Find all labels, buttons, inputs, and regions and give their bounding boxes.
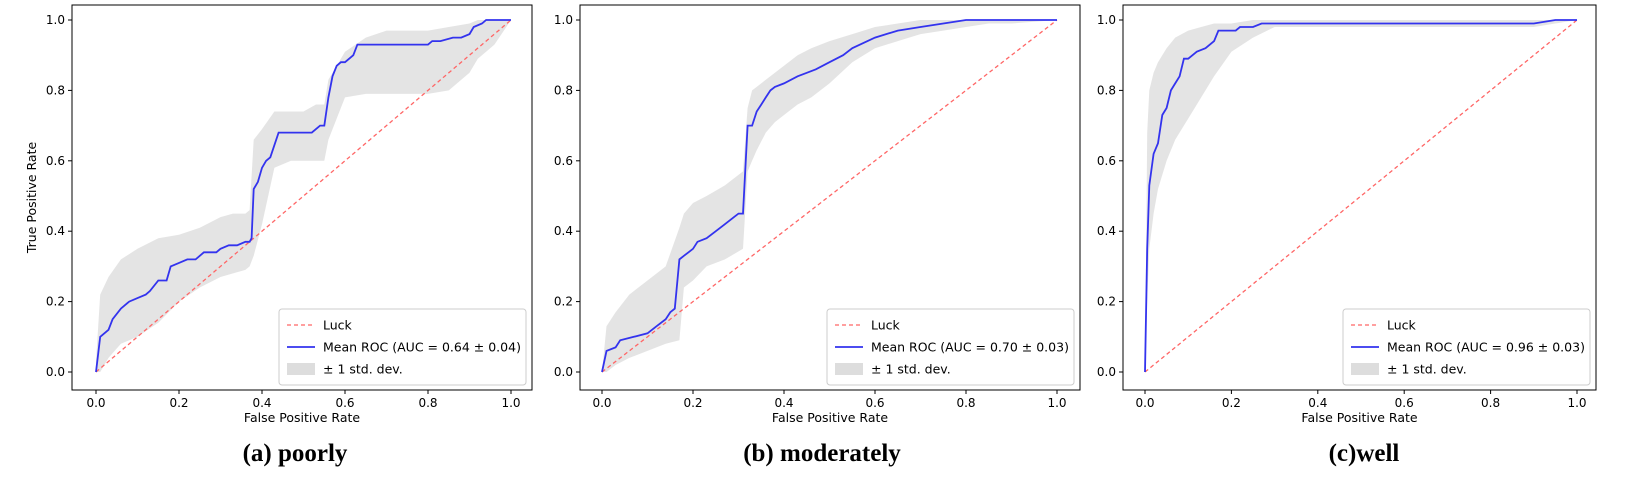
legend: Luck Mean ROC (AUC = 0.70 ± 0.03) ± 1 std.… bbox=[826, 308, 1075, 386]
y-tick-label: 0.2 bbox=[46, 295, 65, 309]
axes-frame bbox=[579, 4, 1081, 391]
legend-label: ± 1 std. dev. bbox=[1387, 362, 1467, 377]
x-tick-label: 0.2 bbox=[683, 396, 702, 410]
luck-line bbox=[601, 19, 1058, 373]
x-axis-label: False Positive Rate bbox=[1301, 410, 1417, 425]
legend-band-swatch bbox=[1351, 363, 1379, 375]
y-tick-label: 0.8 bbox=[554, 83, 573, 97]
x-tick-label: 1.0 bbox=[1047, 396, 1066, 410]
y-tick-label: 0.6 bbox=[46, 154, 65, 168]
legend-label: Luck bbox=[871, 318, 901, 333]
y-tick-label: 0.4 bbox=[1097, 224, 1116, 238]
x-tick-label: 0.0 bbox=[1135, 396, 1154, 410]
legend-band-swatch bbox=[835, 363, 863, 375]
legend-label: ± 1 std. dev. bbox=[323, 362, 403, 377]
x-tick-label: 0.4 bbox=[252, 396, 271, 410]
legend-label: Luck bbox=[1387, 318, 1417, 333]
chart-panel-2: 0.0 0.2 0.4 0.6 0.8 1.0 0.0 0.2 0.4 0.6 0.8 1.0 Fals… bbox=[554, 4, 1081, 467]
y-tick-label: 0.6 bbox=[554, 154, 573, 168]
legend: Luck Mean ROC (AUC = 0.64 ± 0.04) ± 1 std.… bbox=[278, 308, 527, 386]
axes-frame bbox=[71, 4, 533, 391]
panel-caption: (a) poorly bbox=[243, 440, 348, 467]
y-tick-label: 0.4 bbox=[554, 224, 573, 238]
x-axis-label: False Positive Rate bbox=[244, 410, 360, 425]
y-tick-label: 1.0 bbox=[1097, 13, 1116, 27]
x-tick-label: 1.0 bbox=[1567, 396, 1586, 410]
legend-label: Mean ROC (AUC = 0.70 ± 0.03) bbox=[871, 340, 1069, 355]
legend-box bbox=[1342, 308, 1591, 386]
x-tick-label: 0.8 bbox=[1481, 396, 1500, 410]
x-tick-label: 0.6 bbox=[865, 396, 884, 410]
x-tick-label: 0.4 bbox=[1308, 396, 1327, 410]
legend: Luck Mean ROC (AUC = 0.96 ± 0.03) ± 1 std.… bbox=[1342, 308, 1591, 386]
x-tick-label: 0.8 bbox=[418, 396, 437, 410]
x-axis-label: False Positive Rate bbox=[772, 410, 888, 425]
y-tick-label: 0.0 bbox=[554, 365, 573, 379]
legend-box bbox=[278, 308, 527, 386]
y-tick-label: 0.0 bbox=[46, 365, 65, 379]
mean-roc-line bbox=[601, 19, 1057, 373]
x-tick-label: 1.0 bbox=[501, 396, 520, 410]
y-tick-label: 0.8 bbox=[1097, 83, 1116, 97]
legend-band-swatch bbox=[287, 363, 315, 375]
y-axis-label: True Positive Rate bbox=[24, 142, 39, 255]
x-tick-label: 0.4 bbox=[774, 396, 793, 410]
luck-line bbox=[1144, 19, 1578, 373]
y-tick-label: 0.4 bbox=[46, 224, 65, 238]
y-tick-label: 0.2 bbox=[1097, 295, 1116, 309]
mean-roc-line bbox=[1144, 19, 1577, 373]
y-tick-label: 0.2 bbox=[554, 295, 573, 309]
chart-panel-3: 0.0 0.2 0.4 0.6 0.8 1.0 0.0 0.2 0.4 0.6 0.8 1.0 Fals… bbox=[1097, 4, 1597, 467]
x-tick-label: 0.6 bbox=[1395, 396, 1414, 410]
legend-label: Luck bbox=[323, 318, 353, 333]
y-tick-label: 1.0 bbox=[554, 13, 573, 27]
std-dev-band bbox=[1145, 20, 1577, 372]
x-tick-label: 0.8 bbox=[956, 396, 975, 410]
legend-box bbox=[826, 308, 1075, 386]
x-tick-label: 0.2 bbox=[1222, 396, 1241, 410]
panel-caption: (b) moderately bbox=[743, 440, 901, 467]
y-tick-label: 0.0 bbox=[1097, 365, 1116, 379]
legend-label: ± 1 std. dev. bbox=[871, 362, 951, 377]
chart-panel-1: 0.0 0.2 0.4 0.6 0.8 1.0 0.0 0.2 0.4 0.6 0.8 1.0 Fals… bbox=[24, 4, 533, 467]
x-tick-label: 0.0 bbox=[592, 396, 611, 410]
legend-label: Mean ROC (AUC = 0.96 ± 0.03) bbox=[1387, 340, 1585, 355]
axes-frame bbox=[1122, 4, 1597, 391]
y-tick-label: 1.0 bbox=[46, 13, 65, 27]
y-tick-label: 0.8 bbox=[46, 83, 65, 97]
x-tick-label: 0.0 bbox=[86, 396, 105, 410]
legend-label: Mean ROC (AUC = 0.64 ± 0.04) bbox=[323, 340, 521, 355]
x-tick-label: 0.6 bbox=[335, 396, 354, 410]
panel-caption: (c)well bbox=[1329, 440, 1400, 467]
mean-roc-line bbox=[95, 19, 511, 373]
y-tick-label: 0.6 bbox=[1097, 154, 1116, 168]
x-tick-label: 0.2 bbox=[169, 396, 188, 410]
